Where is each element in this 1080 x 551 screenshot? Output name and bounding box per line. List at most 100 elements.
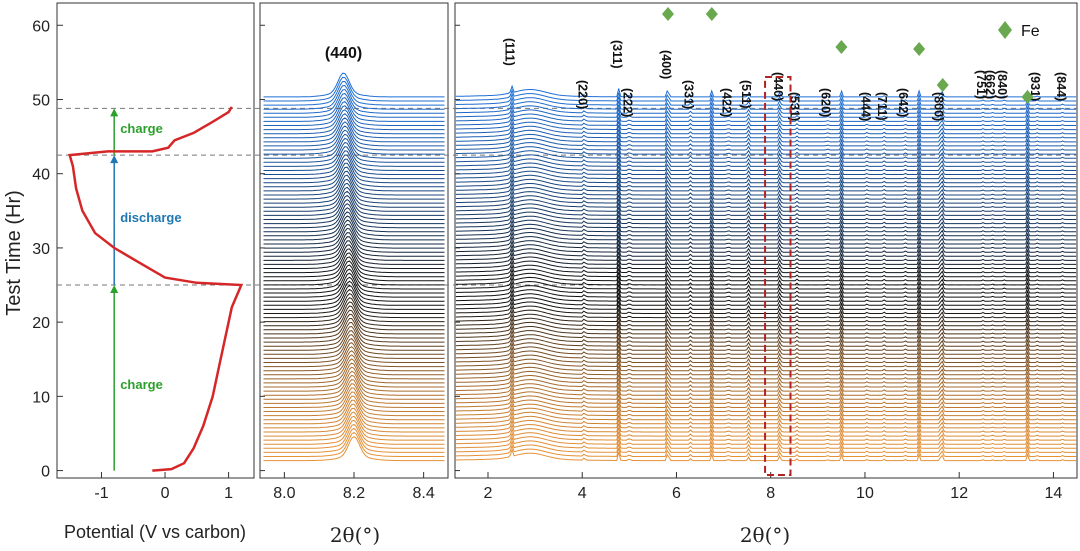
- zoom-pattern-line: [263, 125, 445, 151]
- peak-label: (931): [1028, 72, 1042, 101]
- peak-label: (642): [896, 88, 910, 117]
- zoom-pattern-line: [263, 121, 445, 147]
- zoom-pattern-line: [263, 292, 445, 319]
- zoom-pattern-line: [263, 260, 445, 286]
- zoom-pattern-line: [263, 137, 445, 163]
- y-tick-label: 30: [32, 241, 50, 258]
- zoom-pattern-line: [263, 141, 445, 167]
- zoom-x-label: 2θ(°): [330, 523, 380, 547]
- zoom-pattern-line: [263, 309, 445, 335]
- xrd-pattern-line: [455, 133, 1077, 147]
- y-axis-label: Test Time (Hr): [3, 190, 25, 316]
- zoom-pattern-line: [263, 170, 445, 196]
- y-tick-label: 0: [41, 464, 50, 481]
- full-panel-frame: [454, 2, 1078, 479]
- peak-label: (311): [610, 40, 624, 69]
- x-tick-label: 0: [161, 485, 170, 502]
- zoom-pattern-line: [263, 350, 445, 376]
- y-tick-label: 20: [32, 315, 50, 332]
- y-tick-label: 60: [32, 18, 50, 35]
- peak-label: (800): [931, 92, 945, 121]
- zoom-pattern-line: [263, 305, 445, 331]
- xrd-pattern-line: [455, 211, 1077, 225]
- zoom-panel: 8.0 8.2 8.4 (440): [263, 45, 445, 502]
- zoom-pattern-line: [263, 276, 445, 302]
- zoom-pattern-line: [263, 354, 445, 380]
- zoom-pattern-line: [263, 342, 445, 368]
- xrd-pattern-line: [455, 407, 1077, 421]
- xrd-pattern-line: [455, 141, 1077, 155]
- zoom-pattern-line: [263, 72, 445, 98]
- zoom-pattern-line: [263, 248, 445, 274]
- segment-arrow-head: [110, 285, 119, 294]
- zoom-pattern-line: [263, 407, 445, 433]
- fe-marker-diamond: [936, 78, 949, 92]
- y-tick-label: 10: [32, 389, 50, 406]
- peak-label: (222): [620, 88, 634, 117]
- zoom-pattern-line: [263, 101, 445, 126]
- zoom-pattern-line: [263, 399, 445, 425]
- zoom-pattern-line: [263, 146, 445, 171]
- zoom-pattern-line: [263, 284, 445, 310]
- xrd-pattern-line: [455, 342, 1077, 355]
- zoom-pattern-line: [263, 232, 445, 257]
- xrd-pattern-line: [455, 219, 1077, 233]
- x-tick-label: 8.2: [343, 485, 365, 502]
- zoom-pattern-line: [263, 133, 445, 159]
- xrd-pattern-line: [455, 419, 1077, 433]
- peak-label: (440): [771, 72, 785, 101]
- zoom-pattern-line: [263, 403, 445, 429]
- x-tick-label: 1: [224, 485, 233, 502]
- zoom-pattern-line: [263, 321, 445, 347]
- zoom-pattern-line: [263, 162, 445, 188]
- xrd-pattern-line: [455, 252, 1077, 265]
- zoom-pattern-line: [263, 93, 445, 118]
- zoom-pattern-line: [263, 391, 445, 417]
- potential-panel-frame: [56, 2, 255, 479]
- zoom-pattern-line: [263, 166, 445, 192]
- peak-label: (422): [719, 88, 733, 117]
- fe-marker-diamond: [1021, 90, 1034, 104]
- zoom-pattern-line: [263, 256, 445, 282]
- y-tick-label: 40: [32, 167, 50, 184]
- zoom-pattern-line: [263, 182, 445, 208]
- potential-curve: [68, 106, 244, 472]
- xrd-pattern-line: [455, 186, 1077, 200]
- xrd-pattern-line: [455, 395, 1077, 408]
- x-tick-label: 8.4: [413, 485, 435, 502]
- zoom-pattern-line: [263, 117, 445, 143]
- zoom-pattern-line: [263, 207, 445, 233]
- x-tick-label: 14: [1045, 485, 1063, 502]
- fe-marker-diamond: [661, 7, 674, 21]
- zoom-pattern-line: [263, 244, 445, 269]
- peak-label: (331): [682, 80, 696, 109]
- xrd-pattern-line: [455, 100, 1077, 114]
- zoom-pattern-line: [263, 84, 445, 110]
- xrd-pattern-line: [455, 88, 1077, 102]
- legend-fe-diamond: [998, 21, 1012, 39]
- legend-fe-label: Fe: [1021, 23, 1040, 40]
- zoom-pattern-line: [263, 427, 445, 453]
- zoom-pattern-line: [263, 297, 445, 323]
- xrd-pattern-line: [455, 440, 1077, 453]
- peak-label: (620): [818, 88, 832, 117]
- x-tick-label: 6: [672, 485, 681, 502]
- potential-x-label: Potential (V vs carbon): [64, 522, 246, 542]
- zoom-pattern-line: [263, 301, 445, 327]
- full-x-label: 2θ(°): [740, 523, 790, 547]
- zoom-pattern-line: [263, 76, 445, 102]
- zoom-pattern-line: [263, 280, 445, 306]
- zoom-pattern-line: [263, 219, 445, 245]
- peak-label: (511): [739, 80, 753, 109]
- xrd-pattern-line: [455, 154, 1077, 167]
- y-tick-label: 50: [32, 92, 50, 109]
- zoom-pattern-line: [263, 109, 445, 135]
- xrd-pattern-line: [455, 199, 1077, 212]
- segment-label: charge: [120, 377, 163, 392]
- xrd-pattern-line: [455, 231, 1077, 245]
- fe-marker-diamond: [913, 42, 926, 56]
- peak-label: (111): [503, 38, 517, 66]
- zoom-pattern-line: [263, 223, 445, 249]
- xrd-pattern-line: [455, 374, 1077, 388]
